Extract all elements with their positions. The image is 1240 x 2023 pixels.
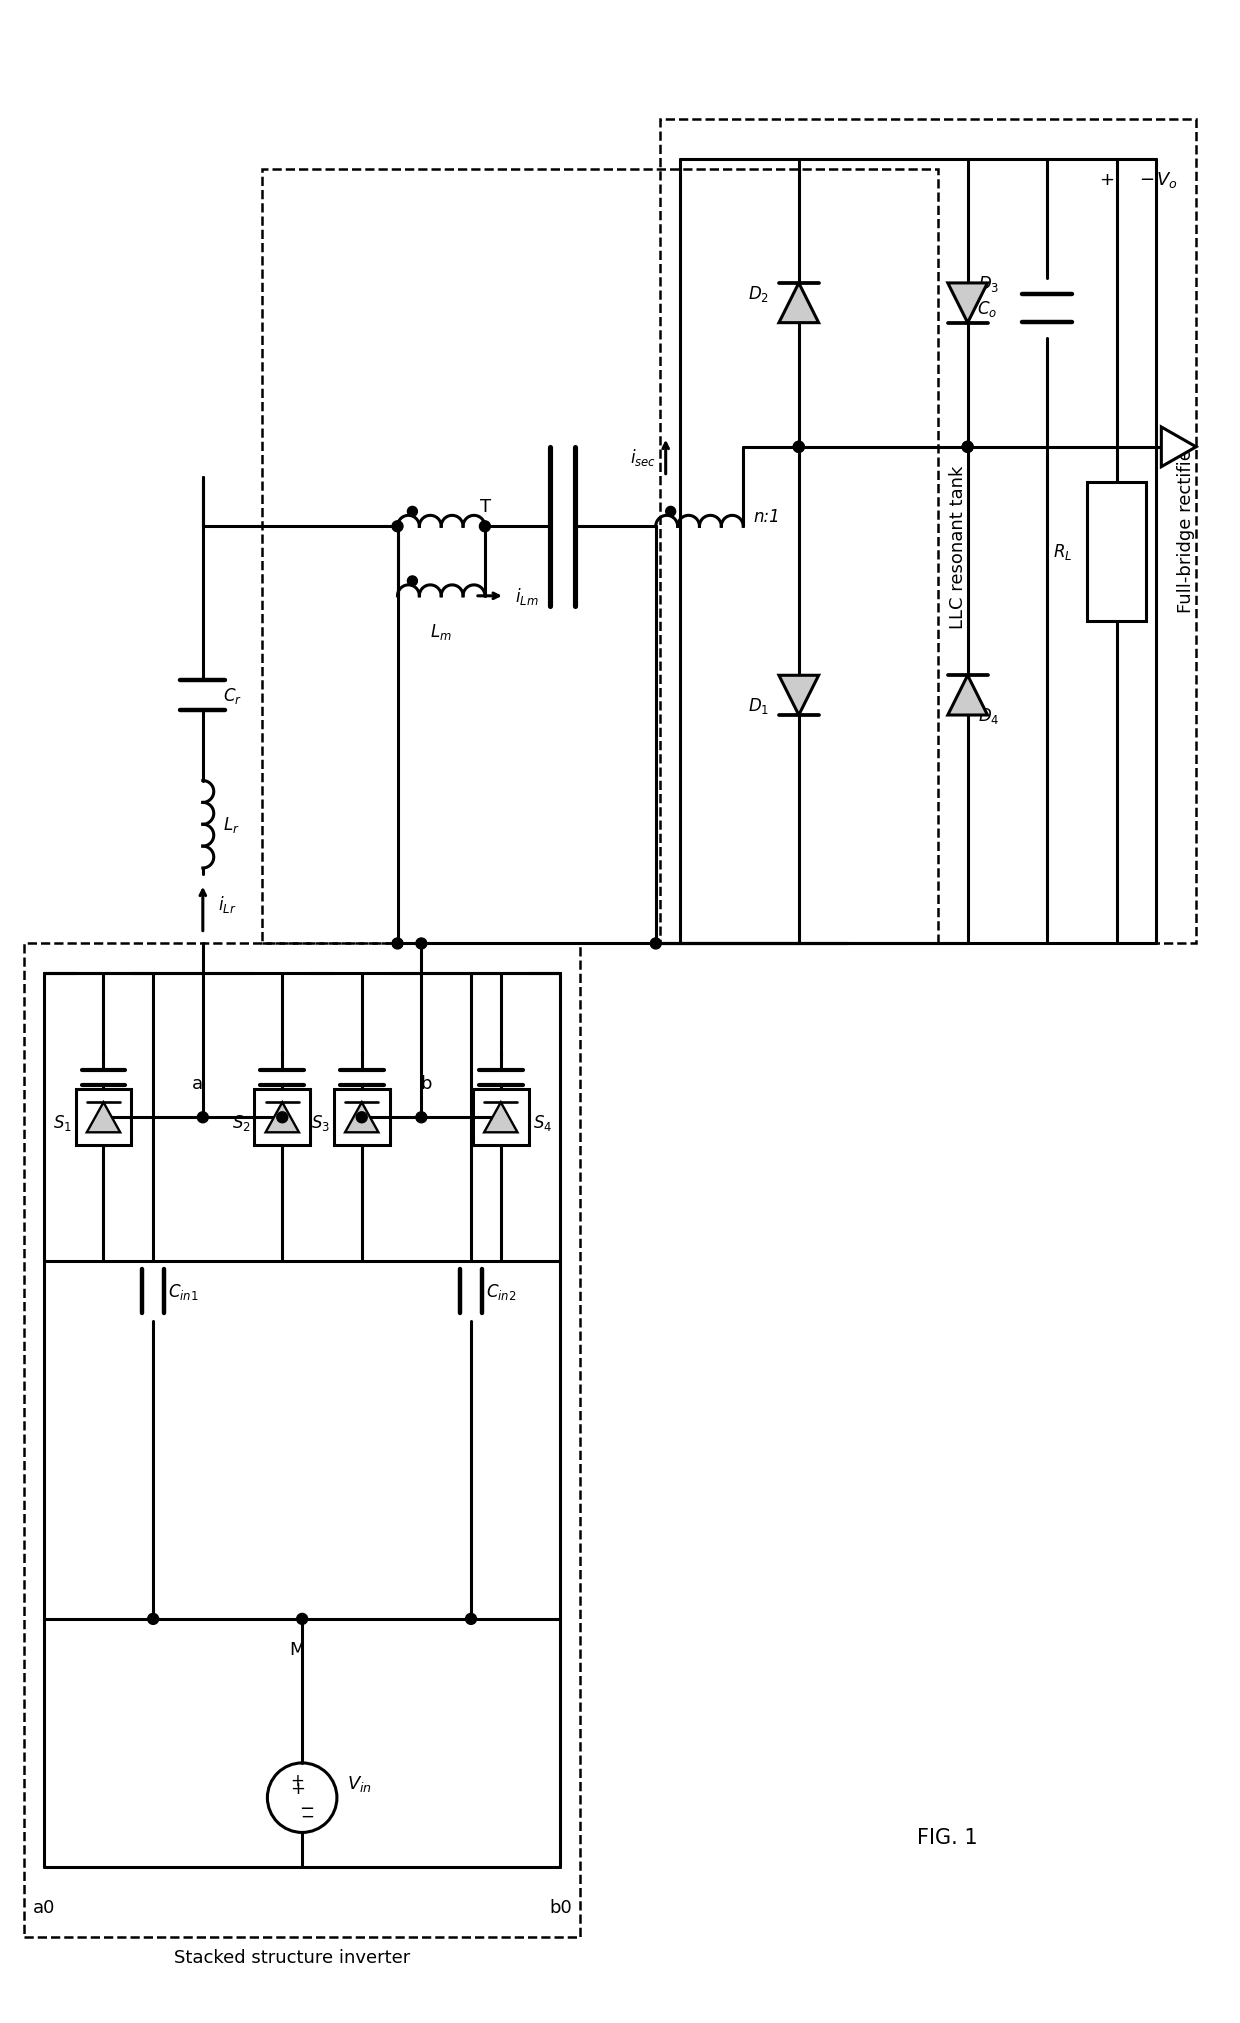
Text: +: + — [290, 1770, 304, 1788]
Circle shape — [415, 1113, 427, 1123]
Polygon shape — [345, 1103, 378, 1133]
Circle shape — [277, 1113, 288, 1123]
Text: $C_o$: $C_o$ — [977, 299, 997, 318]
Circle shape — [415, 939, 427, 949]
Circle shape — [408, 508, 418, 518]
Text: a0: a0 — [32, 1898, 55, 1916]
Bar — [472, 1090, 528, 1145]
Text: $L_r$: $L_r$ — [223, 815, 239, 835]
Polygon shape — [947, 283, 987, 324]
Bar — [76, 1090, 131, 1145]
Text: $C_{in2}$: $C_{in2}$ — [486, 1281, 516, 1301]
Text: Stacked structure inverter: Stacked structure inverter — [174, 1948, 410, 1966]
Text: $V_{in}$: $V_{in}$ — [347, 1772, 372, 1792]
Text: −: − — [1138, 170, 1154, 188]
Circle shape — [392, 522, 403, 532]
Text: $L_m$: $L_m$ — [430, 621, 453, 641]
Text: $D_1$: $D_1$ — [748, 696, 769, 716]
Text: LLC resonant tank: LLC resonant tank — [949, 465, 967, 629]
Circle shape — [962, 443, 973, 453]
Text: $D_2$: $D_2$ — [748, 283, 769, 303]
Polygon shape — [484, 1103, 517, 1133]
Text: a: a — [192, 1074, 203, 1092]
Polygon shape — [779, 676, 818, 716]
Circle shape — [666, 508, 676, 518]
Circle shape — [356, 1113, 367, 1123]
Circle shape — [197, 1113, 208, 1123]
Text: n:1: n:1 — [753, 508, 780, 526]
Bar — [660, 119, 1197, 945]
Bar — [334, 1090, 389, 1145]
Text: $D_4$: $D_4$ — [977, 706, 999, 726]
Text: M: M — [289, 1641, 305, 1659]
Text: $S_2$: $S_2$ — [232, 1113, 250, 1133]
Circle shape — [650, 939, 661, 949]
Polygon shape — [87, 1103, 120, 1133]
Circle shape — [794, 443, 805, 453]
Text: $i_{Lm}$: $i_{Lm}$ — [515, 587, 538, 607]
Polygon shape — [265, 1103, 299, 1133]
Circle shape — [148, 1614, 159, 1624]
Circle shape — [392, 939, 403, 949]
Text: +: + — [290, 1778, 305, 1796]
Text: $i_{sec}$: $i_{sec}$ — [630, 447, 656, 467]
Bar — [263, 170, 937, 945]
Text: $V_o$: $V_o$ — [1157, 170, 1178, 190]
Circle shape — [480, 522, 490, 532]
Text: $R_L$: $R_L$ — [1053, 542, 1071, 562]
Text: $C_{in1}$: $C_{in1}$ — [169, 1281, 198, 1301]
Text: $S_4$: $S_4$ — [533, 1113, 552, 1133]
Circle shape — [408, 577, 418, 587]
Circle shape — [296, 1614, 308, 1624]
Circle shape — [465, 1614, 476, 1624]
Text: FIG. 1: FIG. 1 — [918, 1827, 978, 1847]
Text: +: + — [1099, 170, 1115, 188]
Bar — [254, 1090, 310, 1145]
Text: b0: b0 — [549, 1898, 572, 1916]
Text: Full-bridge rectifier: Full-bridge rectifier — [1177, 441, 1195, 613]
Text: −: − — [300, 1798, 315, 1817]
Polygon shape — [947, 676, 987, 716]
Circle shape — [794, 443, 805, 453]
Text: $C_r$: $C_r$ — [223, 686, 242, 706]
Bar — [1086, 481, 1147, 621]
Text: −: − — [300, 1807, 314, 1825]
Text: $S_1$: $S_1$ — [53, 1113, 72, 1133]
Text: $i_{Lr}$: $i_{Lr}$ — [218, 894, 236, 914]
Bar — [24, 945, 580, 1936]
Text: $D_3$: $D_3$ — [977, 273, 999, 293]
Text: $S_3$: $S_3$ — [311, 1113, 330, 1133]
Polygon shape — [779, 283, 818, 324]
Text: b: b — [420, 1074, 432, 1092]
Polygon shape — [1162, 427, 1197, 467]
Text: T: T — [480, 498, 491, 516]
Circle shape — [962, 443, 973, 453]
